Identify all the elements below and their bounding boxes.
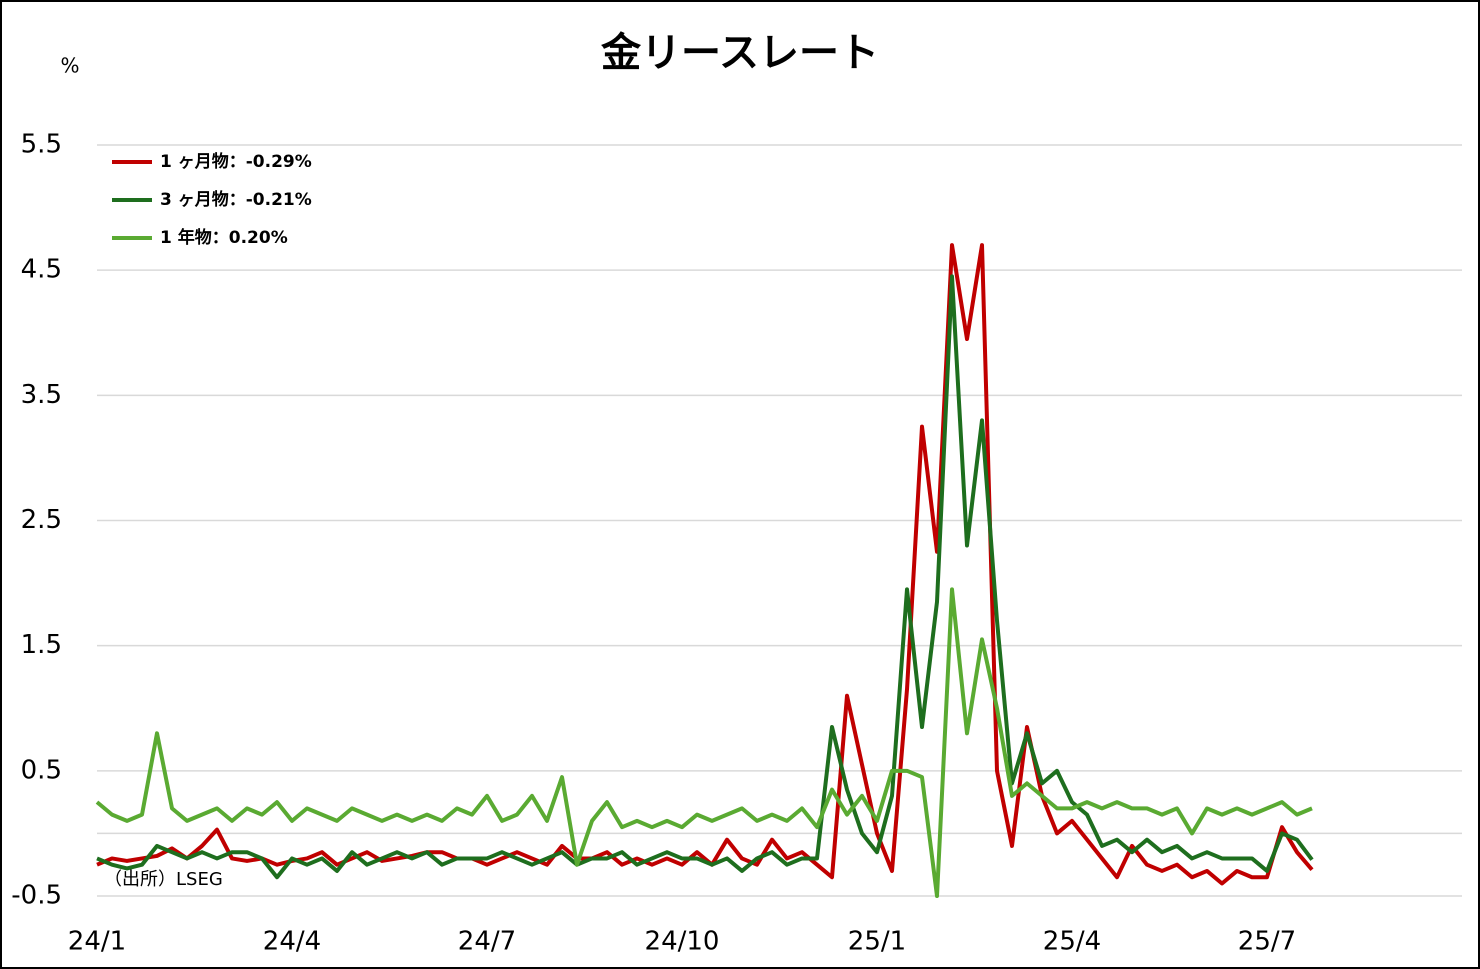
y-tick-label: 4.5 [21, 255, 62, 285]
y-tick-label: 5.5 [21, 130, 62, 160]
y-unit: % [60, 54, 79, 78]
chart-title: 金リースレート [600, 30, 879, 76]
y-tick-label: 3.5 [21, 380, 62, 410]
x-tick-label: 25/1 [848, 927, 906, 957]
grid: -0.5 0.5 1.5 2.5 3.5 4.5 5.5 24/1 24/4 24/7 24/10 2… [11, 130, 1462, 957]
series-line [96, 274, 1314, 880]
x-tick-label: 24/7 [458, 927, 516, 957]
legend-label: 1 ヶ月物：-0.29% [160, 151, 312, 172]
x-tick-label: 24/10 [645, 927, 720, 957]
x-tick-label: 25/4 [1043, 927, 1101, 957]
source-note: （出所）LSEG [104, 869, 223, 890]
y-tick-label: -0.5 [11, 881, 62, 911]
y-tick-label: 2.5 [21, 505, 62, 535]
y-tick-label: 1.5 [21, 630, 62, 660]
legend-label: 3 ヶ月物：-0.21% [160, 189, 312, 210]
series-line [95, 587, 1313, 898]
x-tick-label: 24/1 [68, 927, 126, 957]
legend-label: 1 年物：0.20% [160, 227, 288, 248]
x-tick-label: 24/4 [263, 927, 321, 957]
y-tick-label: 0.5 [21, 755, 62, 785]
plot-lines [95, 243, 1314, 898]
x-tick-label: 25/7 [1238, 927, 1296, 957]
